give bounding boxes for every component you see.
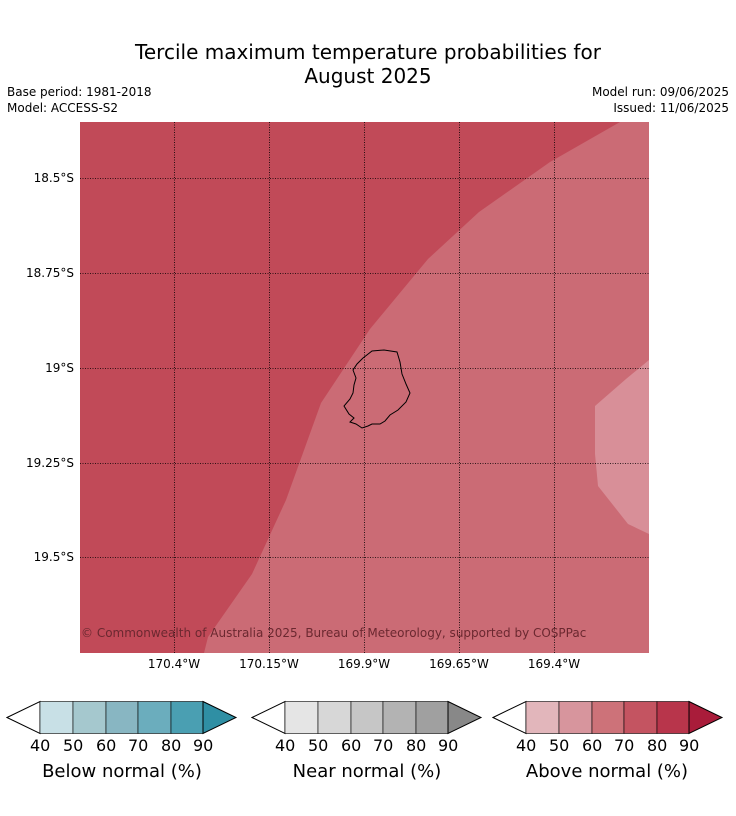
- tick-label: 60: [96, 736, 117, 755]
- tick-label: 70: [128, 736, 149, 755]
- colorbar-above-80-90: [656, 701, 690, 734]
- colorbar-above-60-70: [591, 701, 625, 734]
- colorbar-below-over: [202, 700, 238, 735]
- colorbar-near-70-80: [382, 701, 417, 734]
- tick-label: 60: [341, 736, 362, 755]
- colorbar-above-70-80: [623, 701, 658, 734]
- copyright-notice: © Commonwealth of Australia 2025, Bureau…: [81, 626, 587, 640]
- colorbar-near-over: [447, 700, 483, 735]
- gridlines: [80, 122, 649, 653]
- colorbar-below-title: Below normal (%): [42, 761, 202, 782]
- colorbar-below-60-70: [105, 701, 139, 734]
- colorbar-below-40-50: [39, 701, 74, 734]
- meta-left: Base period: 1981-2018 Model: ACCESS-S2: [7, 84, 152, 116]
- issued-date: Issued: 11/06/2025: [613, 101, 729, 115]
- colorbar-below-80-90: [170, 701, 204, 734]
- colorbar-near-under: [251, 700, 286, 735]
- tick-label: 90: [193, 736, 214, 755]
- tick-label: 60: [582, 736, 603, 755]
- colorbar-near-title: Near normal (%): [292, 761, 442, 782]
- lat-label-19-5: 19.5°S: [33, 550, 74, 564]
- colorbar-below-under: [6, 700, 41, 735]
- model-name: Model: ACCESS-S2: [7, 101, 119, 115]
- tick-label: 80: [647, 736, 668, 755]
- colorbar-near-50-60: [317, 701, 352, 734]
- colorbar-below-70-80: [137, 701, 172, 734]
- tick-label: 70: [373, 736, 394, 755]
- model-run: Model run: 09/06/2025: [591, 85, 729, 99]
- lon-label-169-4: 169.4°W: [527, 657, 581, 671]
- tick-label: 80: [406, 736, 427, 755]
- lat-label-19: 19°S: [45, 361, 74, 375]
- meta-right: Model run: 09/06/2025 Issued: 11/06/2025: [592, 84, 729, 116]
- colorbar-above-title: Above normal (%): [525, 761, 689, 782]
- tick-label: 90: [438, 736, 459, 755]
- tick-label: 70: [614, 736, 635, 755]
- tick-label: 40: [516, 736, 537, 755]
- lon-label-170-15: 170.15°W: [239, 657, 299, 671]
- colorbar-below-50-60: [72, 701, 107, 734]
- colorbar-near-80-90: [415, 701, 449, 734]
- tick-label: 80: [161, 736, 182, 755]
- region-above-60-70: [204, 122, 649, 653]
- region-above-50-60: [595, 360, 649, 534]
- colorbar-above-over: [688, 700, 724, 735]
- lat-label-18-5: 18.5°S: [33, 171, 74, 185]
- colorbar-above-50-60: [558, 701, 593, 734]
- lon-label-169-65: 169.65°W: [429, 657, 489, 671]
- colorbar-below: [6, 700, 238, 735]
- chart-title-line1: Tercile maximum temperature probabilitie…: [135, 40, 601, 64]
- base-period: Base period: 1981-2018: [7, 85, 152, 99]
- lat-label-19-25: 19.25°S: [26, 456, 74, 470]
- tick-label: 40: [275, 736, 296, 755]
- colorbar-above: [492, 700, 724, 735]
- tick-label: 50: [549, 736, 570, 755]
- tick-label: 40: [30, 736, 51, 755]
- island-coastline: [343, 349, 411, 429]
- colorbar-near-60-70: [350, 701, 384, 734]
- tick-label: 90: [679, 736, 700, 755]
- colorbar-near-40-50: [284, 701, 319, 734]
- colorbar-above-under: [492, 700, 527, 735]
- lat-label-18-75: 18.75°S: [26, 266, 74, 280]
- probability-map: [80, 122, 649, 653]
- tick-label: 50: [63, 736, 84, 755]
- tick-label: 50: [308, 736, 329, 755]
- lon-label-169-9: 169.9°W: [337, 657, 391, 671]
- colorbar-above-40-50: [525, 701, 560, 734]
- chart-title-line2: August 2025: [304, 64, 432, 88]
- lon-label-170-4: 170.4°W: [147, 657, 201, 671]
- colorbar-near: [251, 700, 483, 735]
